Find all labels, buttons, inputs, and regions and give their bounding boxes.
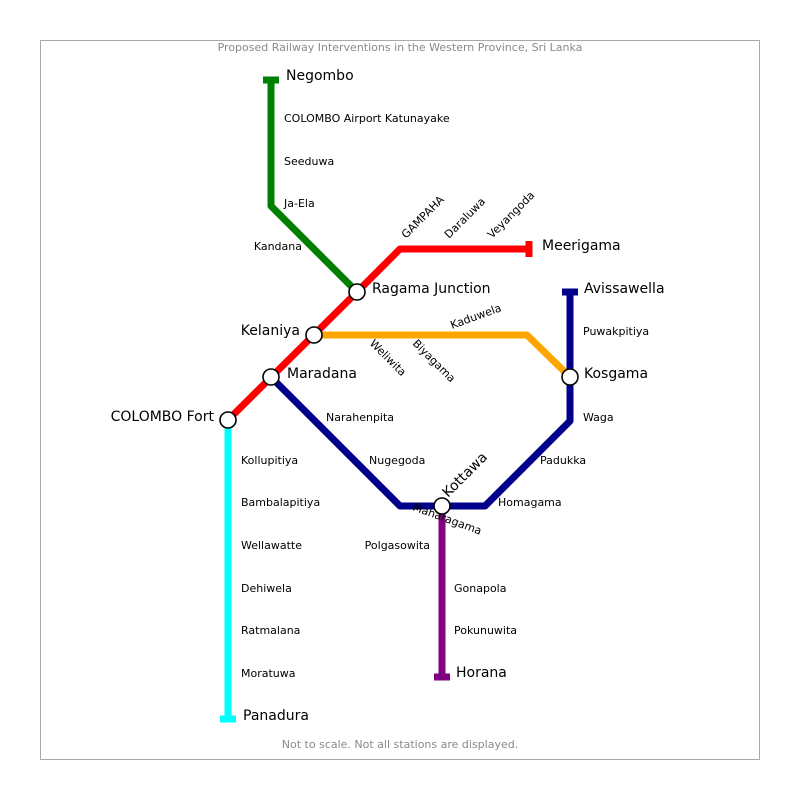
- station-colombo-airport: COLOMBO Airport Katunayake: [284, 112, 450, 125]
- line-kelani-valley-orange: [314, 331, 573, 380]
- station-narahenpita: Narahenpita: [326, 411, 394, 424]
- station-kaduwela: Kaduwela: [449, 301, 504, 331]
- station-ja-ela: Ja-Ela: [283, 197, 315, 210]
- station-nugegoda: Nugegoda: [369, 454, 425, 467]
- station-waga: Waga: [583, 411, 614, 424]
- station-biyagama: Biyagama: [410, 337, 458, 385]
- station-colombo-fort: COLOMBO Fort: [111, 409, 215, 425]
- interchange-colombo-fort[interactable]: [219, 411, 237, 429]
- station-kottawa: Kottawa: [440, 449, 491, 500]
- station-daraluwa: Daraluwa: [442, 195, 488, 241]
- station-panadura: Panadura: [243, 708, 309, 724]
- station-kandana: Kandana: [254, 240, 302, 253]
- station-puwakpitiya: Puwakpitiya: [583, 325, 649, 338]
- station-seeduwa: Seeduwa: [284, 155, 334, 168]
- station-maradana: Maradana: [287, 366, 357, 382]
- station-ratmalana: Ratmalana: [241, 624, 300, 637]
- station-kosgama: Kosgama: [584, 366, 648, 382]
- line-avissawella-navy: [268, 292, 574, 510]
- station-padukka: Padukka: [540, 454, 586, 467]
- interchange-kottawa[interactable]: [433, 497, 451, 515]
- interchange-kelaniya[interactable]: [305, 326, 323, 344]
- station-wellawatte: Wellawatte: [241, 539, 302, 552]
- station-weliwita: Weliwita: [367, 337, 409, 379]
- station-polgasowita: Polgasowita: [365, 539, 430, 552]
- interchange-maradana[interactable]: [262, 368, 280, 386]
- interchange-ragama[interactable]: [348, 283, 366, 301]
- line-main-red: [225, 245, 529, 423]
- map-frame: [40, 40, 760, 760]
- station-gampaha: GAMPAHA: [399, 193, 447, 241]
- station-gonapola: Gonapola: [454, 582, 506, 595]
- station-dehiwela: Dehiwela: [241, 582, 292, 595]
- station-veyangoda: Veyangoda: [485, 189, 537, 241]
- line-negombo-green: [267, 80, 360, 295]
- station-horana: Horana: [456, 665, 507, 681]
- map-footnote: Not to scale. Not all stations are displ…: [282, 738, 518, 751]
- station-pokunuwita: Pokunuwita: [454, 624, 517, 637]
- station-moratuwa: Moratuwa: [241, 667, 296, 680]
- station-ragama-junction: Ragama Junction: [372, 281, 491, 297]
- station-kelaniya: Kelaniya: [241, 323, 300, 339]
- station-bambalapitiya: Bambalapitiya: [241, 496, 320, 509]
- map-title: Proposed Railway Interventions in the We…: [218, 41, 583, 54]
- interchange-kosgama[interactable]: [561, 368, 579, 386]
- station-negombo: Negombo: [286, 68, 354, 84]
- station-meerigama: Meerigama: [542, 238, 621, 254]
- station-homagama: Homagama: [498, 496, 562, 509]
- station-kollupitiya: Kollupitiya: [241, 454, 298, 467]
- station-avissawella: Avissawella: [584, 281, 665, 297]
